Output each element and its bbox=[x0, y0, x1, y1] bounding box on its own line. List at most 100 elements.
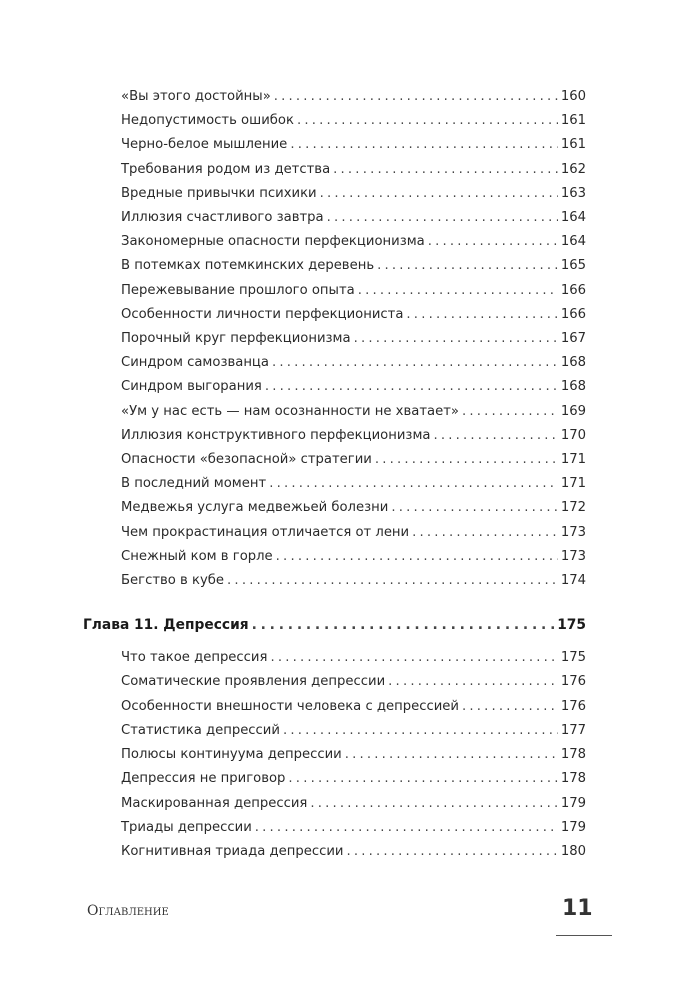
toc-entry-page: 160 bbox=[560, 89, 586, 104]
toc-entry[interactable]: Требования родом из детства 162 bbox=[121, 160, 586, 180]
toc-entry-page: 162 bbox=[560, 161, 586, 177]
toc-entry-page: 173 bbox=[560, 524, 586, 540]
dot-leader bbox=[388, 672, 558, 692]
toc-entry[interactable]: Полюсы континуума депрессии 178 bbox=[121, 745, 586, 765]
dot-leader bbox=[297, 111, 558, 131]
toc-entry-page: 175 bbox=[557, 617, 586, 633]
dot-leader bbox=[375, 450, 558, 470]
toc-entry[interactable]: В потемках потемкинских деревень 165 bbox=[121, 256, 586, 276]
toc-entry-page: 176 bbox=[560, 698, 586, 714]
toc-entry[interactable]: Синдром самозванца 168 bbox=[121, 353, 586, 373]
toc-entry-title: Триады депрессии bbox=[121, 819, 252, 835]
toc-entry-page: 171 bbox=[560, 452, 586, 467]
toc-entry-page: 169 bbox=[560, 403, 586, 419]
toc-entry-page: 165 bbox=[560, 258, 586, 274]
toc-entry[interactable]: Иллюзия конструктивного перфекционизма 17… bbox=[121, 426, 586, 446]
toc-entry-title: Соматические проявления депрессии bbox=[121, 674, 386, 690]
toc-entry-title: Медвежья услуга медвежьей болезни bbox=[121, 500, 389, 516]
toc-entry-title: Депрессия не приговор bbox=[121, 771, 286, 787]
toc-entry[interactable]: Вредные привычки психики 163 bbox=[121, 184, 586, 204]
toc-entry-title: Иллюзия конструктивного перфекционизма bbox=[121, 427, 431, 443]
toc-entry-title: Требования родом из детства bbox=[121, 161, 331, 177]
toc-entry[interactable]: Недопустимость ошибок 161 bbox=[121, 111, 586, 131]
toc-entry[interactable]: В последний момент 171 bbox=[121, 474, 586, 494]
toc-entry-page: 174 bbox=[560, 573, 586, 588]
toc-entry-page: 161 bbox=[560, 113, 586, 129]
page-number-rule bbox=[556, 935, 612, 936]
toc-entry-title: Глава 11. Депрессия bbox=[83, 617, 249, 633]
dot-leader bbox=[428, 232, 558, 252]
dot-leader bbox=[272, 353, 558, 373]
toc-entry-title: Недопустимость ошибок bbox=[121, 113, 294, 129]
toc-entry[interactable]: Бегство в кубе 174 bbox=[121, 571, 586, 591]
toc-entry-title: «Ум у нас есть — нам осознанности не хва… bbox=[121, 403, 459, 419]
dot-leader bbox=[327, 208, 558, 228]
toc-entry[interactable]: Чем прокрастинация отличается от лени 173 bbox=[121, 523, 586, 543]
toc-entry-page: 167 bbox=[560, 331, 586, 346]
dot-leader bbox=[346, 842, 557, 862]
toc-entry[interactable]: Депрессия не приговор 178 bbox=[121, 769, 586, 789]
dot-leader bbox=[288, 769, 557, 789]
toc-entry[interactable]: Порочный круг перфекционизма 167 bbox=[121, 329, 586, 349]
dot-leader bbox=[252, 615, 555, 635]
dot-leader bbox=[276, 547, 558, 567]
toc-chapter-entry[interactable]: Глава 11. Депрессия 175 bbox=[83, 615, 586, 635]
toc-entry-page: 180 bbox=[560, 844, 586, 859]
toc-entry[interactable]: «Вы этого достойны» 160 bbox=[121, 87, 586, 107]
toc-entry[interactable]: Медвежья услуга медвежьей болезни 172 bbox=[121, 498, 586, 518]
toc-entry-title: Иллюзия счастливого завтра bbox=[121, 210, 324, 225]
dot-leader bbox=[274, 87, 558, 107]
toc-entry-title: Чем прокрастинация отличается от лени bbox=[121, 524, 410, 540]
toc-entry-page: 176 bbox=[560, 674, 586, 690]
toc-entry-title: Черно-белое мышление bbox=[121, 137, 288, 153]
toc-entry[interactable]: Триады депрессии 179 bbox=[121, 818, 586, 838]
toc-entry[interactable]: Снежный ком в горле 173 bbox=[121, 547, 586, 567]
toc-entry[interactable]: Статистика депрессий 177 bbox=[121, 721, 586, 741]
running-footer-label: Оглавление bbox=[87, 903, 169, 919]
toc-entry-title: Порочный круг перфекционизма bbox=[121, 331, 351, 346]
toc-entry-title: Закономерные опасности перфекционизма bbox=[121, 234, 425, 250]
toc-entry[interactable]: Особенности внешности человека с депресс… bbox=[121, 697, 586, 717]
toc-entry[interactable]: Особенности личности перфекциониста 166 bbox=[121, 305, 586, 325]
toc-entry[interactable]: Пережевывание прошлого опыта 166 bbox=[121, 281, 586, 301]
dot-leader bbox=[406, 305, 557, 325]
dot-leader bbox=[462, 402, 558, 422]
toc-entry-page: 166 bbox=[560, 306, 586, 322]
toc-entry[interactable]: Черно-белое мышление 161 bbox=[121, 135, 586, 155]
toc-entry-title: Синдром выгорания bbox=[121, 379, 262, 395]
toc-entry-page: 178 bbox=[560, 771, 586, 787]
toc-entry-title: Особенности внешности человека с депресс… bbox=[121, 698, 459, 714]
dot-leader bbox=[255, 818, 558, 838]
toc-entry-title: Особенности личности перфекциониста bbox=[121, 306, 404, 322]
dot-leader bbox=[320, 184, 558, 204]
toc-entry[interactable]: Соматические проявления депрессии 176 bbox=[121, 672, 586, 692]
toc-entry[interactable]: Маскированная депрессия 179 bbox=[121, 794, 586, 814]
toc-entry-page: 175 bbox=[560, 650, 586, 665]
toc-entry[interactable]: Закономерные опасности перфекционизма 164 bbox=[121, 232, 586, 252]
toc-entry[interactable]: Что такое депрессия 175 bbox=[121, 648, 586, 668]
toc-entry-title: Маскированная депрессия bbox=[121, 795, 308, 811]
toc-entry-page: 179 bbox=[560, 819, 586, 835]
toc-entry-title: Статистика депрессий bbox=[121, 722, 280, 738]
toc-entry[interactable]: Когнитивная триада депрессии 180 bbox=[121, 842, 586, 862]
toc-entry[interactable]: Иллюзия счастливого завтра 164 bbox=[121, 208, 586, 228]
toc-entry[interactable]: Синдром выгорания 168 bbox=[121, 377, 586, 397]
toc-entry[interactable]: «Ум у нас есть — нам осознанности не хва… bbox=[121, 402, 586, 422]
toc-entry-title: Вредные привычки психики bbox=[121, 185, 317, 201]
toc-entry-title: Пережевывание прошлого опыта bbox=[121, 282, 355, 298]
toc-entry-page: 172 bbox=[560, 500, 586, 516]
dot-leader bbox=[377, 256, 558, 276]
toc-entry-title: Снежный ком в горле bbox=[121, 548, 273, 564]
dot-leader bbox=[412, 523, 558, 543]
dot-leader bbox=[333, 160, 558, 180]
dot-leader bbox=[354, 329, 558, 349]
dot-leader bbox=[462, 697, 558, 717]
toc-entry-title: Когнитивная триада депрессии bbox=[121, 844, 344, 859]
dot-leader bbox=[269, 474, 558, 494]
dot-leader bbox=[270, 648, 557, 668]
toc-entry[interactable]: Опасности «безопасной» стратегии 171 bbox=[121, 450, 586, 470]
dot-leader bbox=[345, 745, 558, 765]
toc-entry-title: В последний момент bbox=[121, 476, 267, 492]
toc-entry-page: 166 bbox=[560, 282, 586, 298]
toc-entry-page: 178 bbox=[560, 747, 586, 762]
